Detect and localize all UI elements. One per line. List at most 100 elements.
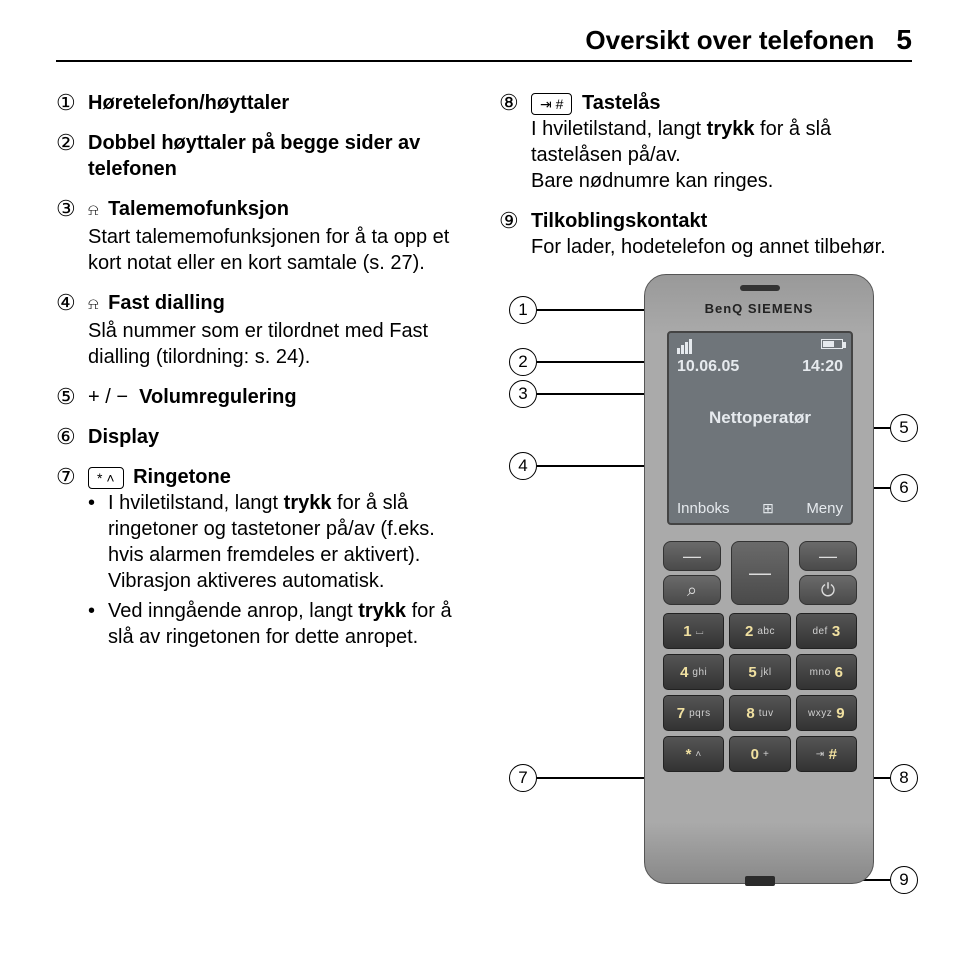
callout-num-8: 8	[890, 764, 918, 792]
callout-4: 4	[509, 452, 645, 480]
body-8b: Bare nødnumre kan ringes.	[531, 168, 912, 194]
callout-7: 7	[509, 764, 659, 792]
dpad: —	[731, 541, 789, 605]
callout-1: 1	[509, 296, 645, 324]
softkey-left: Innboks	[677, 500, 730, 517]
callout-lead	[537, 361, 645, 362]
callout-num-4: 4	[509, 452, 537, 480]
header-title: Oversikt over telefonen	[585, 25, 874, 56]
left-column: ① Høretelefon/høyttaler ② Dobbel høyttal…	[56, 90, 469, 914]
body-9: For lader, hodetelefon og annet tilbehør…	[531, 234, 912, 260]
key-0: 0+	[729, 736, 790, 772]
item-6: ⑥ Display	[56, 424, 469, 450]
connector-port-icon	[745, 876, 775, 886]
callout-lead	[537, 777, 659, 778]
header-page-number: 5	[896, 24, 912, 56]
head-3: ⍾ Talememofunksjon	[88, 196, 289, 224]
softkey-right: Meny	[806, 500, 843, 517]
b1a: I hviletilstand, langt	[108, 492, 284, 514]
status-bar	[669, 333, 851, 356]
num-4: ④	[56, 290, 80, 316]
key-5: 5jkl	[729, 654, 790, 690]
star-key-icon: * ˄	[88, 467, 124, 489]
bullet-7-2-text: Ved inngående anrop, langt trykk for å s…	[108, 598, 469, 650]
manual-page: Oversikt over telefonen 5 ① Høretelefon/…	[0, 0, 960, 960]
key-6: mno6	[796, 654, 857, 690]
num-7: ⑦	[56, 464, 80, 490]
screen-time: 14:20	[802, 358, 843, 376]
softkey-btn-right: —	[799, 541, 857, 571]
operator-label: Nettoperatør	[669, 408, 851, 428]
bullet-dot: •	[88, 598, 100, 650]
title-6: Display	[88, 424, 159, 450]
bullets-7: • I hviletilstand, langt trykk for å slå…	[88, 490, 469, 650]
right-column: ⑧ ⇥ # Tastelås I hviletilstand, langt tr…	[499, 90, 912, 914]
keypad: — ⌕ — — ⏻ 1⌴ 2abc def3	[663, 541, 857, 772]
body-4: Slå nummer som er tilordnet med Fast dia…	[88, 318, 469, 370]
num-6: ⑥	[56, 424, 80, 450]
nav-cluster: — ⌕ — — ⏻	[663, 541, 857, 605]
key-7: 7pqrs	[663, 695, 724, 731]
bullet-dot: •	[88, 490, 100, 594]
callout-num-5: 5	[890, 414, 918, 442]
callout-2: 2	[509, 348, 645, 376]
b2a: Ved inngående anrop, langt	[108, 600, 358, 622]
item-3: ③ ⍾ Talememofunksjon Start talememofunks…	[56, 196, 469, 276]
battery-icon	[821, 339, 843, 349]
key-3: def3	[796, 613, 857, 649]
num-5: ⑤	[56, 384, 80, 410]
key-8: 8tuv	[729, 695, 790, 731]
item-7: ⑦ * ˄ Ringetone • I hviletilstand, langt…	[56, 464, 469, 650]
key-4: 4ghi	[663, 654, 724, 690]
softkey-btn-left: —	[663, 541, 721, 571]
title-8: Tastelås	[582, 92, 661, 114]
key-1: 1⌴	[663, 613, 724, 649]
key-star: *˄	[663, 736, 724, 772]
softkey-mid-icon: ⊞	[762, 500, 774, 517]
item-2: ② Dobbel høyttaler på begge sider av tel…	[56, 130, 469, 182]
content-columns: ① Høretelefon/høyttaler ② Dobbel høyttal…	[56, 90, 912, 914]
num-8: ⑧	[499, 90, 523, 116]
callout-num-1: 1	[509, 296, 537, 324]
bullet-7-1: • I hviletilstand, langt trykk for å slå…	[88, 490, 469, 594]
key-2: 2abc	[729, 613, 790, 649]
title-3: Talememofunksjon	[108, 198, 289, 220]
callout-lead	[537, 309, 645, 310]
title-2: Dobbel høyttaler på begge sider av telef…	[88, 130, 469, 182]
callout-num-7: 7	[509, 764, 537, 792]
b1b: trykk	[284, 492, 332, 514]
num-9: ⑨	[499, 208, 523, 234]
fastdial-icon: ⍾	[88, 296, 99, 313]
head-7: * ˄ Ringetone	[88, 464, 231, 490]
callout-num-2: 2	[509, 348, 537, 376]
head-5: + / − Volumregulering	[88, 384, 297, 410]
callout-3: 3	[509, 380, 645, 408]
phone-illustration: 1 2 3 4 5	[499, 274, 912, 914]
bullet-7-2: • Ved inngående anrop, langt trykk for å…	[88, 598, 469, 650]
head-8: ⇥ # Tastelås	[531, 90, 661, 116]
callout-lead	[537, 393, 645, 394]
title-4: Fast dialling	[108, 292, 225, 314]
item-1: ① Høretelefon/høyttaler	[56, 90, 469, 116]
body-8a: I hviletilstand, langt trykk for å slå t…	[531, 116, 912, 168]
screen-date: 10.06.05	[677, 358, 739, 376]
memo-icon: ⍾	[88, 202, 99, 219]
callout-num-3: 3	[509, 380, 537, 408]
brand-label: BenQ SIEMENS	[645, 301, 873, 316]
vol-prefix: + / −	[88, 386, 128, 408]
page-header: Oversikt over telefonen 5	[56, 24, 912, 62]
number-keys: 1⌴ 2abc def3 4ghi 5jkl mno6 7pqrs 8tuv w…	[663, 613, 857, 772]
key-hash: ⇥#	[796, 736, 857, 772]
signal-icon	[677, 339, 692, 354]
softkey-row: Innboks ⊞ Meny	[669, 500, 851, 517]
b2b: trykk	[358, 600, 406, 622]
item-4: ④ ⍾ Fast dialling Slå nummer som er tilo…	[56, 290, 469, 370]
num-2: ②	[56, 130, 80, 156]
hash-key-icon: ⇥ #	[531, 93, 572, 115]
phone-screen: 10.06.05 14:20 Nettoperatør Innboks ⊞ Me…	[667, 331, 853, 525]
num-3: ③	[56, 196, 80, 222]
item-8: ⑧ ⇥ # Tastelås I hviletilstand, langt tr…	[499, 90, 912, 194]
l1a: I hviletilstand, langt	[531, 118, 707, 140]
callout-lead	[537, 465, 645, 466]
date-time-row: 10.06.05 14:20	[669, 356, 851, 378]
